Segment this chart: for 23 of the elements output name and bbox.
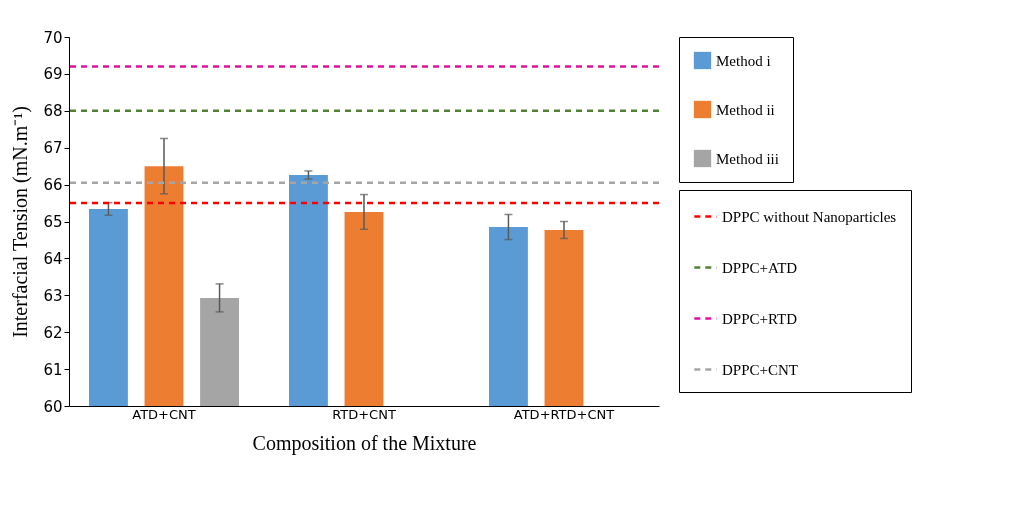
legend-label: DPPC+CNT	[722, 361, 798, 378]
y-tick-label: 60	[43, 397, 63, 416]
y-tick-label: 64	[43, 249, 63, 268]
y-tick-label: 62	[43, 323, 63, 342]
y-tick-label: 63	[43, 286, 63, 305]
y-tick-label: 69	[43, 65, 63, 84]
legend-label: Method i	[716, 52, 771, 69]
legend-label: DPPC without Nanoparticles	[722, 208, 897, 225]
y-tick-label: 65	[43, 213, 63, 231]
y-tick-label: 66	[43, 176, 63, 195]
y-tick-label: 61	[43, 360, 63, 379]
x-tick-label: ATD+CNT	[132, 406, 196, 422]
y-tick-label: 70	[43, 28, 63, 47]
y-tick-label: 67	[43, 139, 63, 158]
x-tick-label: RTD+CNT	[332, 406, 396, 422]
legend-label: DPPC+RTD	[722, 310, 798, 327]
legend-label: DPPC+ATD	[722, 259, 798, 276]
legend-label: Method iii	[716, 150, 779, 167]
x-axis-title: Composition of the Mixture	[252, 431, 477, 455]
x-tick-label: ATD+RTD+CNT	[513, 406, 615, 422]
y-tick-label: 68	[43, 102, 63, 121]
legend-label: Method ii	[716, 101, 775, 118]
y-axis-title: Interfacial Tension (mN.m⁻¹)	[9, 106, 33, 338]
